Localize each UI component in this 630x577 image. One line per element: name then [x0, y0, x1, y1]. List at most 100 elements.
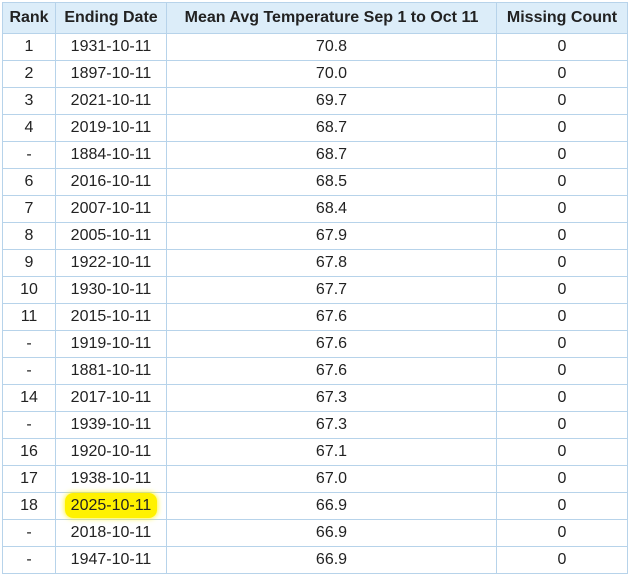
- cell-text: 11: [20, 308, 38, 325]
- cell-text: 2018-10-11: [70, 524, 152, 541]
- cell-text: 4: [24, 119, 34, 136]
- date-cell: 2017-10-11: [55, 384, 167, 412]
- cell-text: 17: [20, 470, 38, 487]
- cell-text: 1881-10-11: [70, 362, 152, 379]
- temperature-cell: 67.8: [166, 249, 497, 277]
- table-row: 6 2016-10-11 68.5 0: [2, 168, 628, 196]
- rank-cell: 7: [2, 195, 56, 223]
- date-cell: 1884-10-11: [55, 141, 167, 169]
- table-row: - 1919-10-11 67.6 0: [2, 330, 628, 358]
- cell-text: 1930-10-11: [70, 281, 152, 298]
- table-row: 11 2015-10-11 67.6 0: [2, 303, 628, 331]
- temperature-cell: 66.9: [166, 519, 497, 547]
- missing-count-cell: 0: [496, 438, 628, 466]
- cell-text: -: [26, 416, 32, 433]
- missing-count-cell: 0: [496, 222, 628, 250]
- missing-count-cell: 0: [496, 330, 628, 358]
- cell-text: -: [26, 524, 32, 541]
- cell-text: 68.7: [315, 146, 348, 163]
- rank-cell: 3: [2, 87, 56, 115]
- cell-text: 1938-10-11: [70, 470, 152, 487]
- cell-text: 0: [557, 227, 567, 244]
- table-row: 9 1922-10-11 67.8 0: [2, 249, 628, 277]
- cell-text: 1922-10-11: [70, 254, 152, 271]
- temperature-cell: 67.9: [166, 222, 497, 250]
- table-row: - 2018-10-11 66.9 0: [2, 519, 628, 547]
- temperature-cell: 68.7: [166, 141, 497, 169]
- date-cell: 1930-10-11: [55, 276, 167, 304]
- temperature-cell: 67.6: [166, 357, 497, 385]
- rank-cell: -: [2, 546, 56, 574]
- temperature-cell: 70.0: [166, 60, 497, 88]
- cell-text: 68.7: [315, 119, 348, 136]
- table-row: 14 2017-10-11 67.3 0: [2, 384, 628, 412]
- cell-text: -: [26, 362, 32, 379]
- cell-text: 0: [557, 173, 567, 190]
- cell-text: 1: [24, 38, 34, 55]
- rank-cell: 16: [2, 438, 56, 466]
- table-row: 7 2007-10-11 68.4 0: [2, 195, 628, 223]
- table-row: 16 1920-10-11 67.1 0: [2, 438, 628, 466]
- cell-text: 14: [20, 389, 38, 406]
- table-row: 1 1931-10-11 70.8 0: [2, 33, 628, 61]
- table-row: 4 2019-10-11 68.7 0: [2, 114, 628, 142]
- date-cell: 1922-10-11: [55, 249, 167, 277]
- date-cell: 2018-10-11: [55, 519, 167, 547]
- rank-cell: 11: [2, 303, 56, 331]
- cell-text: 0: [557, 362, 567, 379]
- cell-text: 1947-10-11: [70, 551, 152, 568]
- cell-text: 3: [24, 92, 34, 109]
- cell-text: 8: [24, 227, 34, 244]
- cell-text: 7: [24, 200, 34, 217]
- cell-text: 1884-10-11: [70, 146, 152, 163]
- missing-count-cell: 0: [496, 384, 628, 412]
- temperature-cell: 68.5: [166, 168, 497, 196]
- table-row: 10 1930-10-11 67.7 0: [2, 276, 628, 304]
- missing-count-cell: 0: [496, 249, 628, 277]
- temperature-cell: 66.9: [166, 492, 497, 520]
- cell-text: 67.0: [315, 470, 348, 487]
- rank-cell: 14: [2, 384, 56, 412]
- missing-count-cell: 0: [496, 411, 628, 439]
- cell-text: 69.7: [315, 92, 348, 109]
- missing-count-cell: 0: [496, 303, 628, 331]
- cell-text: 0: [557, 416, 567, 433]
- date-cell: 1947-10-11: [55, 546, 167, 574]
- rank-cell: 1: [2, 33, 56, 61]
- cell-text: 2016-10-11: [70, 173, 152, 190]
- cell-text: 0: [557, 470, 567, 487]
- temperature-cell: 66.9: [166, 546, 497, 574]
- cell-text: 18: [20, 497, 38, 514]
- missing-count-cell: 0: [496, 87, 628, 115]
- date-cell: 2016-10-11: [55, 168, 167, 196]
- rank-cell: 9: [2, 249, 56, 277]
- table-row: 18 2025-10-11 66.9 0: [2, 492, 628, 520]
- temperature-cell: 70.8: [166, 33, 497, 61]
- rank-cell: -: [2, 411, 56, 439]
- missing-count-cell: 0: [496, 276, 628, 304]
- cell-text: 0: [557, 551, 567, 568]
- cell-text: 0: [557, 389, 567, 406]
- cell-text: -: [26, 146, 32, 163]
- cell-text: 66.9: [315, 524, 348, 541]
- cell-text: 0: [557, 200, 567, 217]
- table-row: 8 2005-10-11 67.9 0: [2, 222, 628, 250]
- cell-text: 2007-10-11: [70, 200, 152, 217]
- rank-cell: -: [2, 330, 56, 358]
- rank-cell: -: [2, 519, 56, 547]
- date-cell: 1919-10-11: [55, 330, 167, 358]
- temperature-cell: 67.1: [166, 438, 497, 466]
- rank-cell: 17: [2, 465, 56, 493]
- cell-text: 1939-10-11: [70, 416, 152, 433]
- cell-text: 6: [24, 173, 34, 190]
- temperature-cell: 68.7: [166, 114, 497, 142]
- cell-text: 0: [557, 119, 567, 136]
- table-row: 3 2021-10-11 69.7 0: [2, 87, 628, 115]
- cell-text: 2021-10-11: [70, 92, 152, 109]
- cell-text: 2025-10-11: [64, 493, 158, 518]
- temperature-cell: 67.3: [166, 411, 497, 439]
- cell-text: 2017-10-11: [70, 389, 152, 406]
- cell-text: -: [26, 551, 32, 568]
- temperature-cell: 69.7: [166, 87, 497, 115]
